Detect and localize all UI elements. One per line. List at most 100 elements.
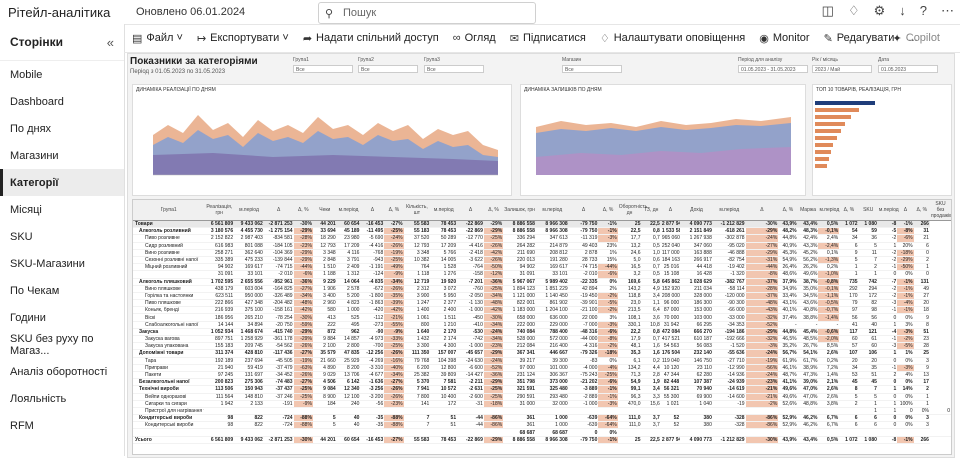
column-header[interactable]: Δ xyxy=(745,200,779,221)
column-header[interactable]: Δ xyxy=(457,200,484,221)
file-menu[interactable]: ▤ Файл ˅ xyxy=(132,32,183,45)
table-row[interactable]: Сигарки та сигари 1 942 2 133 -191 -9% 184 240… xyxy=(133,400,951,408)
sidebar-item[interactable]: SKU без руху по Магаз... xyxy=(10,332,94,357)
table-row[interactable]: Закуска вагова 897 751 1 258 929 -361 178 -2… xyxy=(133,335,951,344)
column-header[interactable]: Дохід xyxy=(680,200,713,221)
column-header[interactable]: Залишок, грн xyxy=(503,200,536,221)
sidebar-item[interactable]: Лояльність xyxy=(10,392,67,405)
sidebar-item[interactable]: Магазини xyxy=(10,149,59,162)
top10-products-chart[interactable]: ТОП 10 ТОВАРІВ, РЕАЛІЗАЦІЯ, ГРН xyxy=(812,84,952,196)
table-row[interactable]: Технічні вироби 113 506 150 943 -37 437 -25%… xyxy=(133,385,951,394)
table-row[interactable]: Усього 6 561 809 9 433 062 -2 871 253 -30% 44… xyxy=(133,435,951,444)
table-row[interactable]: Допоміжні товари 311 374 428 810 -117 436 -2… xyxy=(133,349,951,358)
sidebar-item[interactable]: SKU-Магазини xyxy=(10,257,85,270)
alerts-button[interactable]: ♢ Налаштувати оповіщення xyxy=(600,32,745,45)
column-header[interactable]: ТЗ, дн xyxy=(641,200,661,221)
slicer-store[interactable]: Магазин Все xyxy=(562,57,622,79)
column-header[interactable]: м.період xyxy=(535,200,569,221)
edit-button[interactable]: ✎ Редагувати xyxy=(824,32,895,45)
table-row[interactable]: Віскі 186 956 265 210 -78 254 -30% 413 525 -112… xyxy=(133,313,951,322)
search-input[interactable]: ⚲ Пошук xyxy=(318,2,536,24)
table-row[interactable]: Пиво пляшкове 222 866 427 348 -204 482 -48% 2… xyxy=(133,299,951,308)
slicer-year-month[interactable]: Рік / місяць 2023 / Май xyxy=(812,57,872,79)
table-row[interactable]: 31 091 33 101 -2 010 -6% 1 188 1 312 -124 -9% 1 … xyxy=(133,270,951,279)
table-row[interactable]: Безалкогольні напої 200 823 275 306 -74 483… xyxy=(133,378,951,387)
bell-icon[interactable]: ♢ xyxy=(847,3,860,18)
column-header[interactable]: Чеки xyxy=(312,200,337,221)
table-row[interactable]: Сезонні розливні напої 335 389 475 233 -139… xyxy=(133,256,951,265)
table-row[interactable]: Тара 192 189 237 694 -45 505 -19% 21 660 25 92… xyxy=(133,357,951,365)
sidebar-item[interactable]: SKU xyxy=(10,230,33,243)
slicer-date[interactable]: Дата 01.05.2023 xyxy=(878,57,938,79)
table-row[interactable]: Коньяк, бренді 216 939 375 100 -158 161 -42%… xyxy=(133,306,951,315)
panel-toggle-icon[interactable]: ◫ xyxy=(821,3,834,18)
column-header[interactable]: м.період xyxy=(818,200,840,221)
column-header[interactable]: Δ xyxy=(660,200,681,221)
review-button[interactable]: ∞ Огляд xyxy=(453,32,496,44)
slicer-group1[interactable]: Група1 Все xyxy=(293,57,353,79)
table-row[interactable]: Алкоголь розливний 3 180 576 4 455 730 -1 2… xyxy=(133,227,951,236)
subscribe-button[interactable]: ✉ Підписатися xyxy=(510,32,586,45)
slicer-group3[interactable]: Група3 Все xyxy=(424,57,484,79)
export-menu[interactable]: ↦ Експортувати ˅ xyxy=(196,32,289,45)
copilot-button[interactable]: ✦ Copilot xyxy=(893,32,940,45)
column-header[interactable]: м.період xyxy=(336,200,361,221)
column-header[interactable]: Кількість, шт xyxy=(403,200,431,221)
share-button[interactable]: ➦ Надати спільний доступ xyxy=(303,32,439,45)
sidebar-item[interactable]: Місяці xyxy=(10,203,42,216)
table-row[interactable]: Товари 6 561 809 9 433 062 -2 871 253 -30% 44… xyxy=(133,220,951,229)
slicer-group2[interactable]: Група2 Все xyxy=(358,57,418,79)
sidebar-item[interactable]: RFM xyxy=(10,419,34,432)
column-header[interactable]: м.період xyxy=(234,200,264,221)
table-row[interactable]: Слабоалкогольні напої 14 144 34 894 -20 750… xyxy=(133,321,951,329)
sidebar-item[interactable]: По Чекам xyxy=(10,284,60,297)
column-header[interactable]: Δ xyxy=(360,200,385,221)
more-icon[interactable]: ⋯ xyxy=(941,3,954,18)
column-header[interactable]: Δ, % xyxy=(839,200,859,221)
column-header[interactable]: Δ xyxy=(568,200,599,221)
column-header[interactable]: Δ, % xyxy=(293,200,313,221)
table-row[interactable]: Вино розливне 258 271 362 640 -104 369 -29% 3… xyxy=(133,249,951,257)
table-row[interactable]: Вейпи одноразові 111 564 148 810 -37 246 -25… xyxy=(133,393,951,401)
stock-dynamics-chart[interactable]: ДИНАМІКА ЗАЛИШКІВ ПО ДНЯМ xyxy=(520,84,806,196)
column-header[interactable]: SKU xyxy=(858,200,878,221)
column-header[interactable]: Оборотність, дн xyxy=(617,200,649,221)
slicer-period[interactable]: Період для аналізу 01.05.2023 - 31.05.202… xyxy=(738,57,808,79)
table-row[interactable]: Міцний розливний 94 902 169 617 -74 715 -44%… xyxy=(133,263,951,272)
sidebar-item[interactable]: По днях xyxy=(10,122,52,135)
gear-icon[interactable]: ⚙ xyxy=(873,3,886,18)
column-header[interactable]: SKU без продажів xyxy=(929,200,952,221)
sidebar-item[interactable]: Категорії xyxy=(0,169,124,196)
table-row[interactable]: Закуска 1 052 934 1 468 674 -415 740 -29% 872… xyxy=(133,328,951,337)
app-title[interactable]: Рітейл-аналітика xyxy=(8,4,111,20)
column-header[interactable]: Група1 xyxy=(133,200,205,221)
column-header[interactable]: м.період xyxy=(877,200,899,221)
column-header[interactable]: м.період xyxy=(430,200,458,221)
column-header[interactable]: м.період xyxy=(712,200,746,221)
column-header[interactable]: Реалізація, грн xyxy=(204,200,235,221)
column-header[interactable]: Δ xyxy=(897,200,914,221)
table-row[interactable]: Приправи 21 940 59 419 -37 479 -63% 4 890 8 20… xyxy=(133,364,951,372)
table-row[interactable]: Алкоголь пляшковий 1 702 595 2 655 556 -952… xyxy=(133,278,951,286)
table-row[interactable]: Горілка та настоянки 623 511 950 000 -326 4… xyxy=(133,292,951,301)
table-row[interactable]: Сидр розливний 616 983 801 088 -184 105 -23%… xyxy=(133,242,951,250)
column-header[interactable]: Δ, % xyxy=(384,200,404,221)
table-row[interactable]: Кондитерські вироби 98 822 -724 -88% 5 40 -35 -8… xyxy=(133,414,951,423)
sidebar-item[interactable]: Години xyxy=(10,311,46,324)
collapse-icon[interactable]: « xyxy=(106,34,114,50)
table-row[interactable]: 68 687 68 687 0 0% xyxy=(133,428,951,437)
column-header[interactable]: Δ xyxy=(263,200,294,221)
help-icon[interactable]: ? xyxy=(919,3,927,18)
column-header[interactable]: Δ, % xyxy=(913,200,930,221)
column-header[interactable]: Δ, % xyxy=(778,200,798,221)
column-header[interactable]: Маржа xyxy=(797,200,819,221)
sidebar-item[interactable]: Dashboard xyxy=(10,95,64,108)
sales-dynamics-chart[interactable]: ДИНАМІКА РЕАЛІЗАЦІЇ ПО ДНЯМ xyxy=(132,84,512,196)
category-matrix[interactable]: Група1 Реалізація, грн м.період Δ Δ, % Чеки м.… xyxy=(132,199,952,455)
sidebar-item[interactable]: Аналіз оборотності xyxy=(10,365,108,378)
table-row[interactable]: Закуска упакована 155 183 209 745 -54 562 -2… xyxy=(133,342,951,351)
column-header[interactable]: Δ, % xyxy=(483,200,504,221)
table-row[interactable]: Пристрої для нагрівання т... 1 1 0 0% 0 xyxy=(133,407,951,416)
more-button[interactable]: ... xyxy=(908,32,918,44)
column-header[interactable]: Δ, % xyxy=(598,200,618,221)
